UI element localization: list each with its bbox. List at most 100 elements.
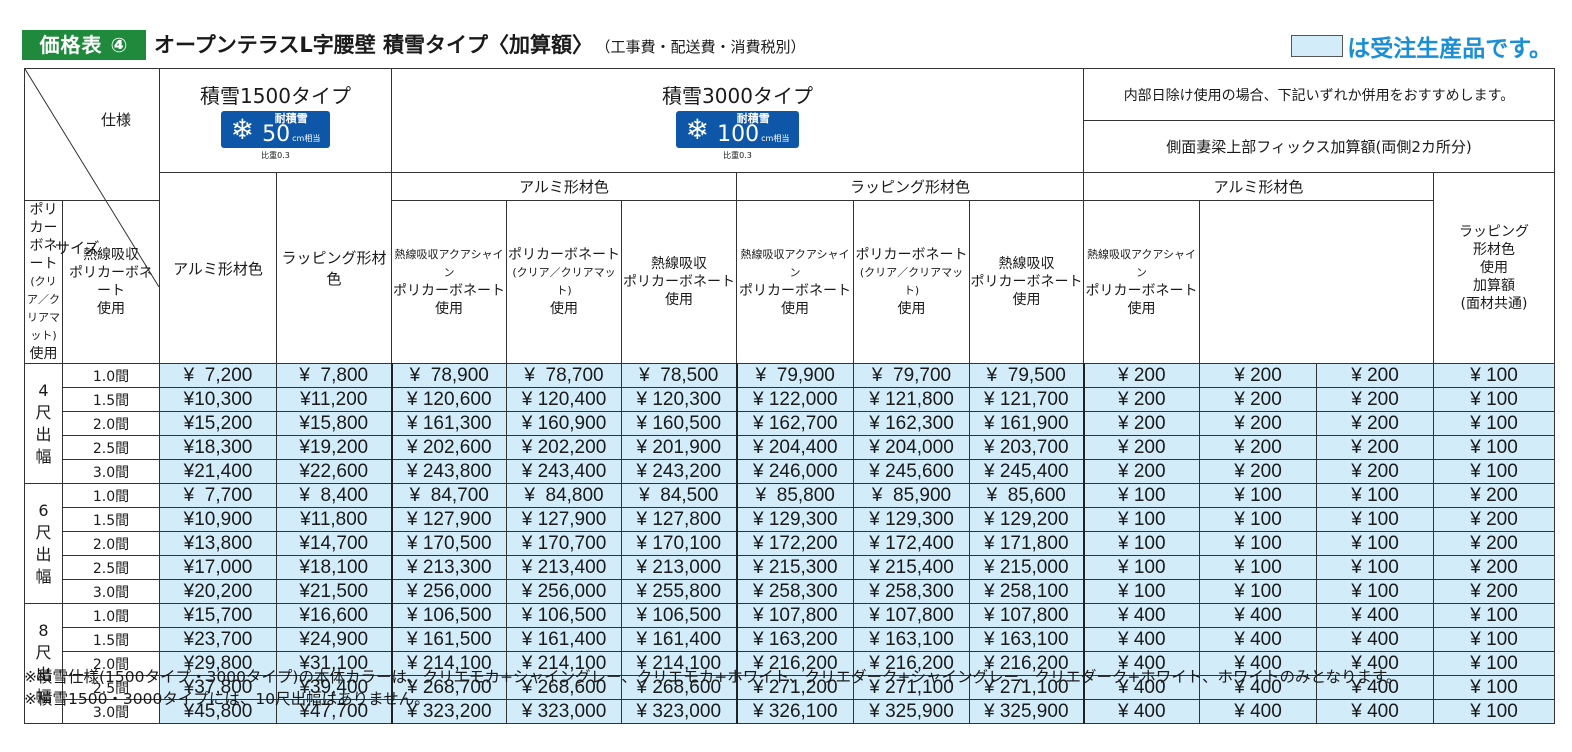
price-cell: ¥ 202,200	[506, 435, 622, 460]
price-cell: ¥ 84,500	[621, 483, 738, 508]
corner-size-label: サイズ	[55, 239, 100, 257]
price-cell: ¥ 129,300	[736, 507, 854, 532]
group-label-char: 尺	[35, 522, 52, 542]
price-cell: ¥ 200	[1199, 387, 1317, 412]
price-cell: ¥ 258,100	[969, 579, 1085, 604]
price-cell: ¥ 170,100	[621, 531, 738, 556]
price-cell: ¥ 400	[1199, 627, 1317, 652]
price-cell: ¥ 100	[1433, 603, 1555, 628]
price-cell: ¥ 200	[1433, 579, 1555, 604]
group-label-char: 出	[35, 424, 52, 444]
size-cell: 2.5間	[62, 555, 160, 580]
price-cell: ¥ 268,600	[506, 675, 622, 700]
price-cell: ¥ 100	[1199, 483, 1317, 508]
price-cell: ¥ 106,500	[621, 603, 738, 628]
price-cell: ¥ 100	[1083, 579, 1200, 604]
price-cell: ¥13,800	[159, 531, 277, 556]
subcol-header: 熱線吸収アクアシャイン ポリカーボネート 使用	[736, 200, 854, 364]
price-cell: ¥15,800	[276, 411, 393, 436]
price-cell: ¥ 200	[1316, 411, 1434, 436]
price-cell: ¥29,800	[159, 651, 277, 676]
price-cell: ¥ 107,800	[969, 603, 1085, 628]
price-cell: ¥ 201,900	[621, 435, 738, 460]
price-cell: ¥ 258,300	[736, 579, 854, 604]
price-cell: ¥ 127,900	[506, 507, 622, 532]
subcol-line: ポリカーボネート	[29, 202, 58, 272]
price-cell: ¥ 323,200	[391, 699, 507, 724]
snow-badge-unit: cm相当	[292, 134, 321, 143]
price-cell: ¥ 200	[1199, 411, 1317, 436]
subcol-line: 使用	[550, 301, 578, 317]
specific-gravity: 比重0.3	[261, 151, 290, 160]
price-cell: ¥ 100	[1316, 579, 1434, 604]
subcol-header: 熱線吸収アクアシャイン ポリカーボネート 使用	[391, 200, 507, 364]
footnote: ※積雪1500・3000タイプには、10尺出幅はありません。	[24, 690, 430, 708]
corner-cell: 仕様 サイズ	[24, 68, 160, 287]
price-cell: ¥ 200	[1433, 507, 1555, 532]
price-cell: ¥ 243,200	[621, 459, 738, 484]
price-cell: ¥ 214,100	[621, 651, 738, 676]
price-cell: ¥18,300	[159, 435, 277, 460]
price-cell: ¥ 200	[1433, 555, 1555, 580]
table-row: 3.0間 ¥20,200 ¥21,500 ¥ 256,000 ¥ 256,000 ¥ 25…	[25, 579, 1555, 604]
size-cell: 1.5間	[62, 507, 160, 532]
price-cell: ¥ 129,300	[853, 507, 970, 532]
price-cell: ¥ 100	[1083, 507, 1200, 532]
price-cell: ¥ 245,400	[969, 459, 1085, 484]
price-cell: ¥ 400	[1083, 627, 1200, 652]
price-cell: ¥18,100	[276, 555, 393, 580]
price-cell: ¥ 400	[1316, 603, 1434, 628]
group-label-char: 6	[38, 500, 49, 520]
right-subheader: 側面妻梁上部フィックス加算額(両側2カ所分)	[1083, 120, 1555, 173]
price-cell: ¥ 323,000	[621, 699, 738, 724]
price-cell: ¥ 100	[1083, 483, 1200, 508]
price-cell: ¥ 200	[1083, 411, 1200, 436]
subcol-header: 熱線吸収 ポリカーボネート 使用	[969, 200, 1084, 364]
corner-spec-label: 仕様	[101, 111, 132, 129]
price-cell: ¥ 84,700	[391, 483, 507, 508]
price-cell: ¥ 100	[1199, 579, 1317, 604]
price-cell: ¥ 216,200	[853, 651, 970, 676]
price-cell: ¥ 170,500	[391, 531, 507, 556]
subcol-line: 熱線吸収	[651, 256, 707, 272]
group-label-char: 出	[35, 544, 52, 564]
price-cell: ¥ 326,100	[736, 699, 854, 724]
price-cell: ¥ 271,100	[969, 675, 1085, 700]
size-cell: 2.0間	[62, 531, 160, 556]
type1500-header: 積雪1500タイプ ❄ 耐積雪 50 cm相当 比重0.3	[159, 68, 392, 173]
price-cell: ¥ 106,500	[506, 603, 622, 628]
subcol-line: 使用	[665, 292, 693, 308]
price-cell: ¥ 127,900	[391, 507, 507, 532]
price-cell: ¥15,200	[159, 411, 277, 436]
group-label-char: 幅	[35, 446, 52, 466]
price-cell: ¥ 256,000	[391, 579, 507, 604]
size-cell: 2.0間	[62, 411, 160, 436]
price-cell: ¥ 400	[1199, 603, 1317, 628]
price-cell: ¥24,900	[276, 627, 393, 652]
price-cell: ¥23,700	[159, 627, 277, 652]
price-cell: ¥ 200	[1083, 363, 1200, 388]
right-note: 内部日除け使用の場合、下記いずれか併用をおすすめします。	[1083, 68, 1555, 121]
snowflake-icon: ❄	[685, 112, 710, 146]
subcol-line: ポリカーボネート	[623, 274, 735, 290]
price-cell: ¥ 170,700	[506, 531, 622, 556]
size-cell: 2.0間	[62, 651, 160, 676]
price-cell: ¥ 400	[1083, 651, 1200, 676]
price-cell: ¥ 202,600	[391, 435, 507, 460]
subcol-header: 熱線吸収 ポリカーボネート 使用	[62, 200, 160, 364]
price-cell: ¥ 161,400	[506, 627, 622, 652]
price-cell: ¥ 160,900	[506, 411, 622, 436]
subcol-line: 熱線吸収アクアシャイン	[740, 248, 850, 279]
price-cell: ¥ 215,400	[853, 555, 970, 580]
wrap-add-line: 使用	[1480, 260, 1508, 276]
group-wrap: ラッピング形材色	[736, 172, 1084, 201]
price-cell: ¥ 85,600	[969, 483, 1085, 508]
price-cell: ¥ 200	[1316, 387, 1434, 412]
price-cell: ¥ 79,500	[969, 363, 1085, 388]
price-cell: ¥ 271,100	[853, 675, 970, 700]
price-cell: ¥21,400	[159, 459, 277, 484]
price-cell: ¥ 200	[1433, 531, 1555, 556]
price-cell: ¥ 100	[1316, 531, 1434, 556]
table-row: 1.5間 ¥23,700 ¥24,900 ¥ 161,500 ¥ 161,400 ¥ 16…	[25, 627, 1555, 652]
